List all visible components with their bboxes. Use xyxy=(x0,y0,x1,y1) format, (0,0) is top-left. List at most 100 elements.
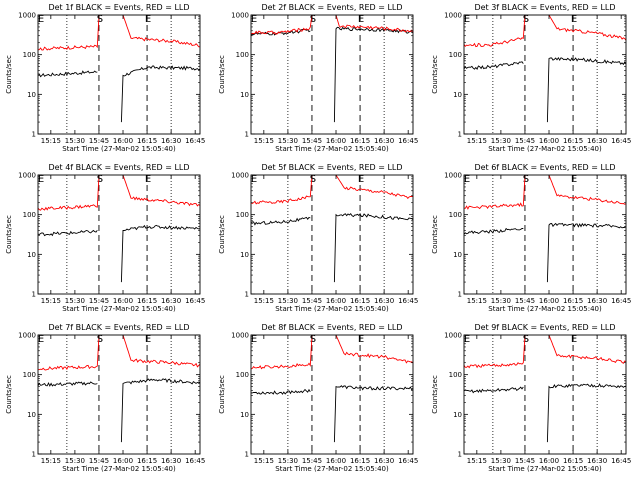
x-tick-label: 16:15 xyxy=(137,297,157,305)
detector-panel: Det 7f BLACK = Events, RED = LLD S E E 1 10 10… xyxy=(0,320,213,480)
lld-series-line xyxy=(548,174,627,205)
x-tick-label: 15:45 xyxy=(515,137,535,145)
x-tick-label: 15:45 xyxy=(515,297,535,305)
y-tick-label: 1000 xyxy=(444,332,462,340)
events-series-line xyxy=(463,227,524,235)
marker-label-S: S xyxy=(523,14,529,25)
x-tick-label: 15:30 xyxy=(278,457,298,465)
y-tick-label: 1 xyxy=(458,131,462,139)
y-tick-label: 100 xyxy=(236,371,249,379)
x-tick-label: 16:00 xyxy=(539,457,559,465)
x-tick-label: 16:00 xyxy=(113,137,133,145)
y-tick-label: 100 xyxy=(23,371,36,379)
marker-label-S: S xyxy=(97,174,103,185)
x-tick-label: 16:00 xyxy=(113,297,133,305)
x-tick-label: 16:00 xyxy=(326,457,346,465)
plot-frame xyxy=(250,14,414,135)
x-tick-label: 15:45 xyxy=(89,457,109,465)
marker-label-E: E xyxy=(145,334,151,345)
x-axis-label: Start Time (27-Mar-02 15:05:40) xyxy=(62,145,176,153)
events-series-line xyxy=(546,383,627,443)
chart-svg: Det 5f BLACK = Events, RED = LLD S E E 1 10 10… xyxy=(218,163,418,313)
x-tick-label: 16:45 xyxy=(398,297,418,305)
plot-frame xyxy=(463,14,627,135)
y-axis-label: Counts/sec xyxy=(218,375,226,414)
marker-label-E: E xyxy=(358,14,364,25)
chart-title: Det 6f BLACK = Events, RED = LLD xyxy=(474,163,615,172)
y-axis-label: Counts/sec xyxy=(5,55,13,94)
events-series-line xyxy=(120,65,201,123)
chart-title: Det 1f BLACK = Events, RED = LLD xyxy=(48,3,189,12)
lld-series-line xyxy=(122,14,200,48)
x-tick-label: 15:15 xyxy=(41,137,61,145)
events-series-line xyxy=(546,222,627,283)
x-tick-label: 15:15 xyxy=(254,457,274,465)
marker-label-S: S xyxy=(97,14,103,25)
x-tick-label: 16:45 xyxy=(398,137,418,145)
chart-svg: Det 7f BLACK = Events, RED = LLD S E E 1 10 10… xyxy=(5,323,205,473)
marker-label-S: S xyxy=(310,334,316,345)
chart-title: Det 4f BLACK = Events, RED = LLD xyxy=(48,163,189,172)
marker-label-E-left: E xyxy=(464,334,470,345)
x-tick-label: 16:15 xyxy=(563,457,583,465)
lld-series-line xyxy=(463,14,526,48)
x-tick-label: 16:30 xyxy=(161,137,181,145)
y-tick-label: 10 xyxy=(240,251,249,259)
events-series-line xyxy=(463,386,524,394)
x-tick-label: 16:15 xyxy=(563,297,583,305)
lld-series-line xyxy=(122,174,201,207)
chart-svg: Det 6f BLACK = Events, RED = LLD S E E 1 10 10… xyxy=(431,163,631,313)
chart-svg: Det 9f BLACK = Events, RED = LLD S E E 1 10 10… xyxy=(431,323,631,473)
events-series-line xyxy=(333,385,414,443)
chart-svg: Det 1f BLACK = Events, RED = LLD S E E 1 10 10… xyxy=(5,3,205,153)
y-tick-label: 100 xyxy=(23,51,36,59)
x-axis-label: Start Time (27-Mar-02 15:05:40) xyxy=(62,305,176,313)
chart-title: Det 9f BLACK = Events, RED = LLD xyxy=(474,323,615,332)
y-tick-label: 1 xyxy=(245,131,249,139)
y-tick-label: 100 xyxy=(236,51,249,59)
events-series-line xyxy=(37,70,98,78)
y-tick-label: 10 xyxy=(453,251,462,259)
marker-label-S: S xyxy=(523,174,529,185)
x-tick-label: 15:45 xyxy=(302,137,322,145)
marker-label-S: S xyxy=(523,334,529,345)
chart-svg: Det 2f BLACK = Events, RED = LLD S E E 1 10 10… xyxy=(218,3,418,153)
chart-title: Det 5f BLACK = Events, RED = LLD xyxy=(261,163,402,172)
lld-series-line xyxy=(335,14,414,33)
x-tick-label: 16:30 xyxy=(587,457,607,465)
lld-series-line xyxy=(548,14,627,41)
events-series-line xyxy=(251,388,311,395)
plot-frame xyxy=(250,174,414,295)
y-tick-label: 1 xyxy=(32,131,36,139)
events-series-line xyxy=(120,378,201,443)
marker-label-E-left: E xyxy=(251,14,257,25)
x-tick-label: 15:30 xyxy=(491,457,511,465)
marker-label-E-left: E xyxy=(251,174,257,185)
lld-series-line xyxy=(250,334,313,370)
chart-svg: Det 8f BLACK = Events, RED = LLD S E E 1 10 10… xyxy=(218,323,418,473)
x-tick-label: 16:00 xyxy=(539,137,559,145)
events-series-line xyxy=(546,56,627,123)
x-tick-label: 15:30 xyxy=(278,137,298,145)
plot-frame xyxy=(37,14,201,135)
y-tick-label: 10 xyxy=(240,91,249,99)
lld-series-line xyxy=(250,14,313,35)
plot-frame xyxy=(37,174,201,295)
events-series-line xyxy=(37,229,98,237)
marker-label-E-left: E xyxy=(38,14,44,25)
marker-label-E-left: E xyxy=(464,174,470,185)
detector-panel: Det 9f BLACK = Events, RED = LLD S E E 1 10 10… xyxy=(426,320,639,480)
marker-label-S: S xyxy=(310,14,316,25)
lld-series-line xyxy=(548,334,627,364)
x-axis-label: Start Time (27-Mar-02 15:05:40) xyxy=(275,465,389,473)
x-tick-label: 15:15 xyxy=(254,137,274,145)
chart-svg: Det 4f BLACK = Events, RED = LLD S E E 1 10 10… xyxy=(5,163,205,313)
plot-frame xyxy=(250,334,414,455)
y-tick-label: 100 xyxy=(236,211,249,219)
x-tick-label: 16:00 xyxy=(326,137,346,145)
x-tick-label: 15:30 xyxy=(65,297,85,305)
x-tick-label: 16:45 xyxy=(398,457,418,465)
x-tick-label: 16:15 xyxy=(350,457,370,465)
x-tick-label: 16:30 xyxy=(374,137,394,145)
